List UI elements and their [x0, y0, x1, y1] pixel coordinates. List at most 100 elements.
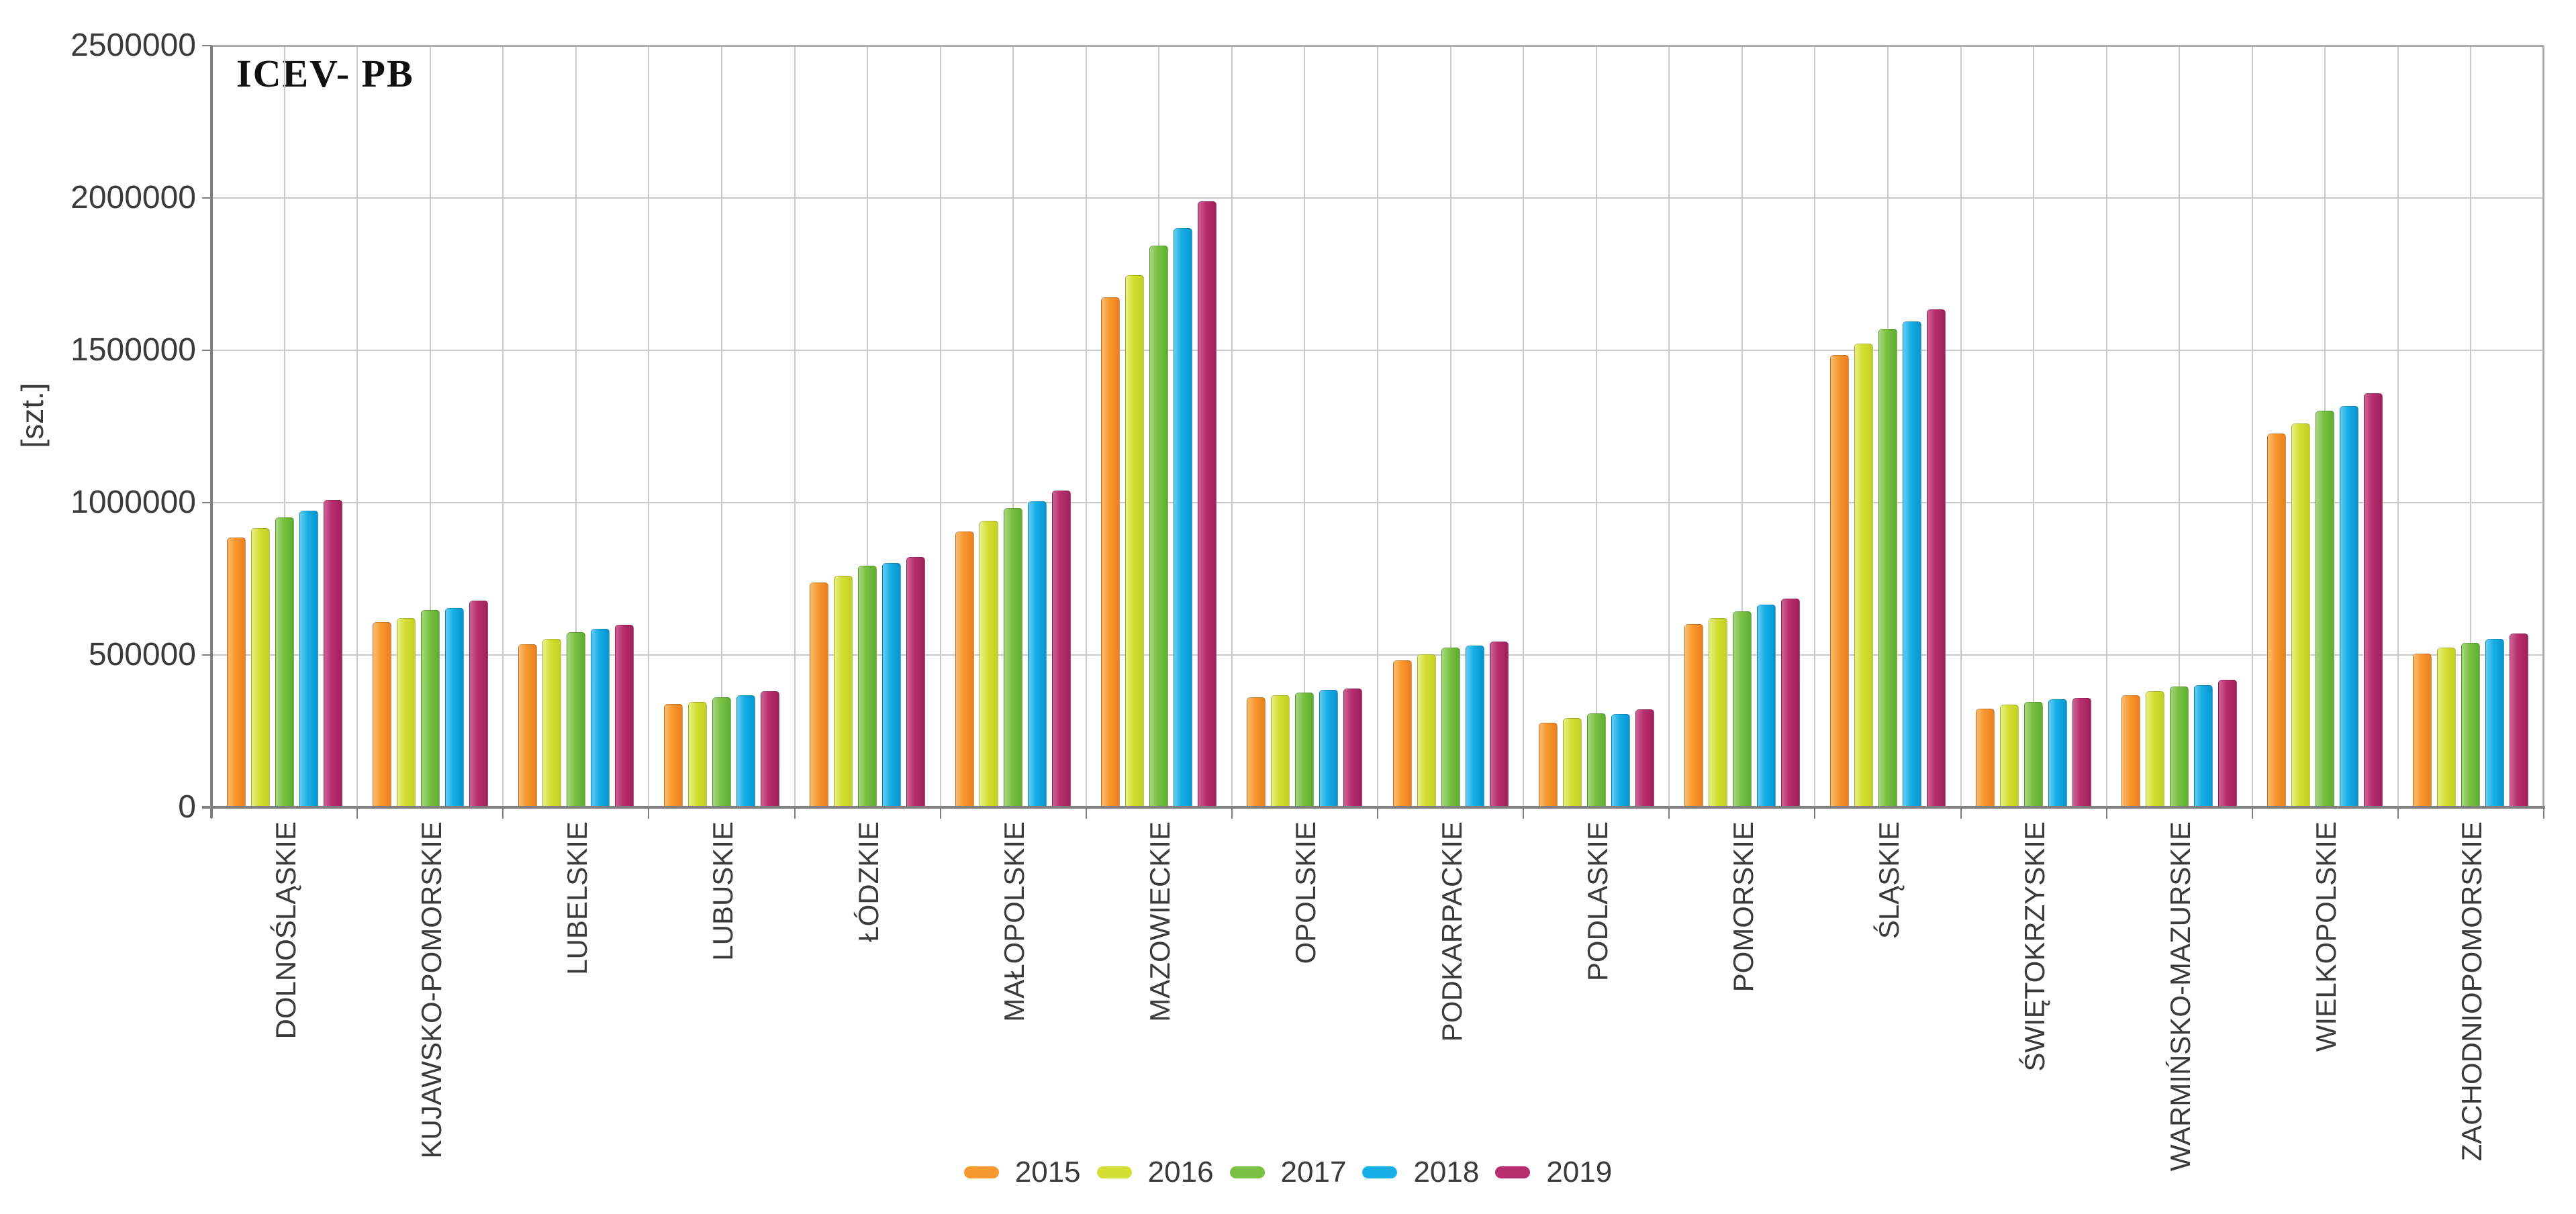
v-gridline — [794, 46, 796, 807]
bar-2016 — [1271, 695, 1290, 807]
y-tick-label: 1000000 — [70, 485, 196, 520]
bar-2018 — [590, 629, 610, 807]
y-axis-tick — [202, 502, 211, 503]
v-gridline — [1814, 46, 1816, 807]
bar-2015 — [1101, 297, 1120, 807]
bar-2015 — [518, 644, 537, 807]
bar-2018 — [1028, 501, 1047, 807]
bar-2018 — [2048, 699, 2068, 807]
v-gridline — [1231, 46, 1233, 807]
v-gridline — [720, 46, 722, 807]
v-gridline — [502, 46, 504, 807]
v-gridline — [2179, 46, 2181, 807]
legend-label-2018: 2018 — [1413, 1156, 1480, 1188]
v-gridline — [1304, 46, 1306, 807]
bar-2017 — [275, 517, 294, 807]
bar-2017 — [858, 566, 877, 807]
x-category-label: DOLNOŚLĄSKIE — [269, 821, 301, 1040]
legend-label-2016: 2016 — [1147, 1156, 1214, 1188]
v-gridline — [1668, 46, 1670, 807]
x-axis-tick — [356, 807, 359, 819]
y-axis-tick — [202, 45, 211, 46]
bar-2019 — [2072, 697, 2092, 807]
bar-2019 — [1343, 688, 1363, 807]
v-gridline — [2470, 46, 2472, 807]
legend-swatch-2018 — [1362, 1166, 1398, 1178]
bar-2016 — [1854, 344, 1873, 807]
y-axis-tick — [202, 807, 211, 808]
bar-2019 — [1635, 709, 1654, 807]
x-axis-tick — [648, 807, 650, 819]
x-axis-tick — [794, 807, 796, 819]
bar-2015 — [2267, 433, 2287, 807]
x-category-label: LUBELSKIE — [561, 821, 593, 975]
bar-2019 — [2218, 680, 2238, 807]
legend-item-2016: 2016 — [1096, 1156, 1214, 1189]
y-axis-tick — [202, 654, 211, 656]
bar-2018 — [1611, 714, 1630, 807]
x-axis-tick — [1960, 807, 1962, 819]
bar-2017 — [1441, 648, 1460, 807]
x-category-label: KUJAWSKO-POMORSKIE — [415, 821, 447, 1159]
bar-2018 — [2194, 685, 2213, 807]
bar-group — [503, 625, 649, 807]
bar-2019 — [760, 691, 779, 807]
x-category-label: PODLASKIE — [1581, 821, 1613, 982]
x-axis-line — [202, 806, 2545, 809]
bar-group — [941, 491, 1086, 807]
bar-group — [1669, 598, 1815, 807]
bar-group — [1523, 709, 1669, 807]
x-axis-tick — [939, 807, 941, 819]
bar-2017 — [1732, 611, 1752, 807]
bar-2019 — [906, 556, 926, 807]
bar-2015 — [1976, 709, 1995, 807]
y-tick-label: 500000 — [88, 637, 196, 672]
bar-2015 — [1247, 697, 1266, 807]
v-gridline — [1377, 46, 1378, 807]
bar-2017 — [2024, 702, 2044, 807]
bar-2015 — [226, 538, 246, 807]
v-gridline — [1523, 46, 1525, 807]
v-gridline — [1012, 46, 1014, 807]
bar-group — [1815, 309, 1960, 807]
legend-swatch-2017 — [1229, 1166, 1265, 1178]
bar-2015 — [1829, 354, 1849, 807]
bar-2019 — [2364, 393, 2383, 807]
bar-2018 — [444, 607, 464, 807]
v-gridline — [2105, 46, 2107, 807]
bar-2019 — [469, 601, 488, 807]
bar-2015 — [1538, 722, 1558, 807]
chart-title: ICEV- PB — [236, 52, 414, 95]
bar-2016 — [2146, 691, 2165, 807]
bar-2019 — [1198, 201, 1217, 807]
bar-2016 — [1562, 717, 1582, 807]
v-gridline — [1595, 46, 1597, 807]
y-tick-label: 1500000 — [70, 332, 196, 368]
x-category-label: PODKARPACKIE — [1435, 821, 1468, 1042]
v-gridline — [283, 46, 285, 807]
x-axis-tick — [1231, 807, 1233, 819]
bar-2019 — [1780, 598, 1800, 807]
bar-2017 — [566, 631, 585, 807]
bar-group — [1961, 697, 2107, 807]
v-gridline — [939, 46, 941, 807]
bar-2016 — [687, 702, 707, 807]
legend-swatch-2015 — [963, 1166, 999, 1178]
bar-2018 — [1756, 605, 1776, 807]
y-tick-label: 2000000 — [70, 180, 196, 215]
v-gridline — [575, 46, 577, 807]
x-category-label: ŚLĄSKIE — [1872, 821, 1905, 940]
bar-2019 — [1052, 491, 1071, 807]
v-gridline — [356, 46, 359, 807]
bar-2015 — [372, 622, 391, 807]
bar-2015 — [663, 703, 683, 807]
bar-2016 — [2437, 647, 2456, 807]
x-category-label: LUBUSKIE — [706, 821, 738, 961]
x-axis-tick — [211, 807, 212, 819]
y-tick-label: 2500000 — [70, 28, 196, 63]
bar-2018 — [1465, 645, 1484, 807]
x-axis-tick — [2543, 807, 2544, 819]
bar-group — [2107, 680, 2252, 807]
legend-label-2017: 2017 — [1280, 1156, 1347, 1188]
